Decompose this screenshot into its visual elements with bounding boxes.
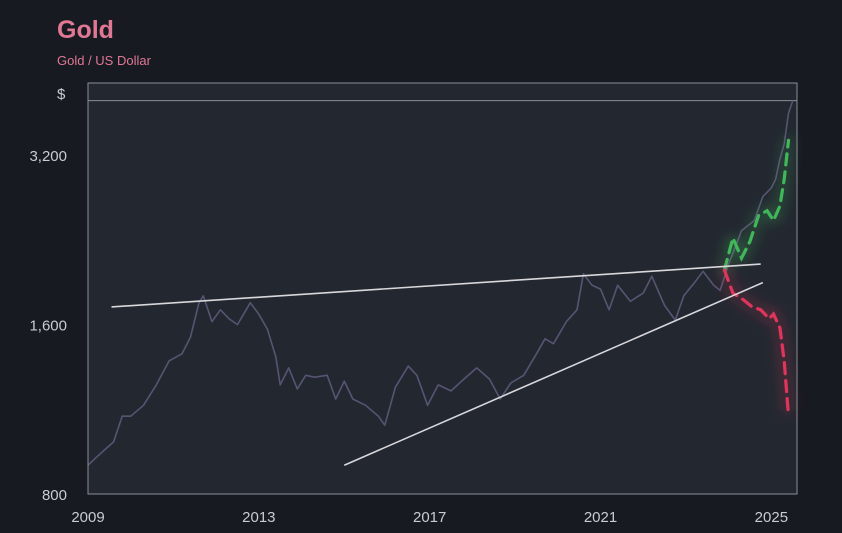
y-tick-label: 1,600 xyxy=(29,318,67,335)
x-tick-label: 2013 xyxy=(242,509,275,526)
y-tick-label: 800 xyxy=(42,487,67,504)
x-tick-label: 2009 xyxy=(71,509,104,526)
plot-area xyxy=(88,83,797,494)
bear-scenario-line xyxy=(722,268,791,418)
x-tick-label: 2017 xyxy=(413,509,446,526)
lower-trendline xyxy=(343,281,764,466)
y-axis-unit: $ xyxy=(57,86,66,103)
chart-subtitle: Gold / US Dollar xyxy=(57,53,151,68)
bull-scenario-line xyxy=(722,138,791,272)
x-tick-label: 2021 xyxy=(584,509,617,526)
price-series-line xyxy=(87,100,794,466)
x-tick-label: 2025 xyxy=(755,509,788,526)
plot-frame xyxy=(87,82,798,495)
chart-title: Gold xyxy=(57,16,114,44)
y-tick-label: 3,200 xyxy=(29,148,67,165)
upper-trendline xyxy=(111,263,761,308)
